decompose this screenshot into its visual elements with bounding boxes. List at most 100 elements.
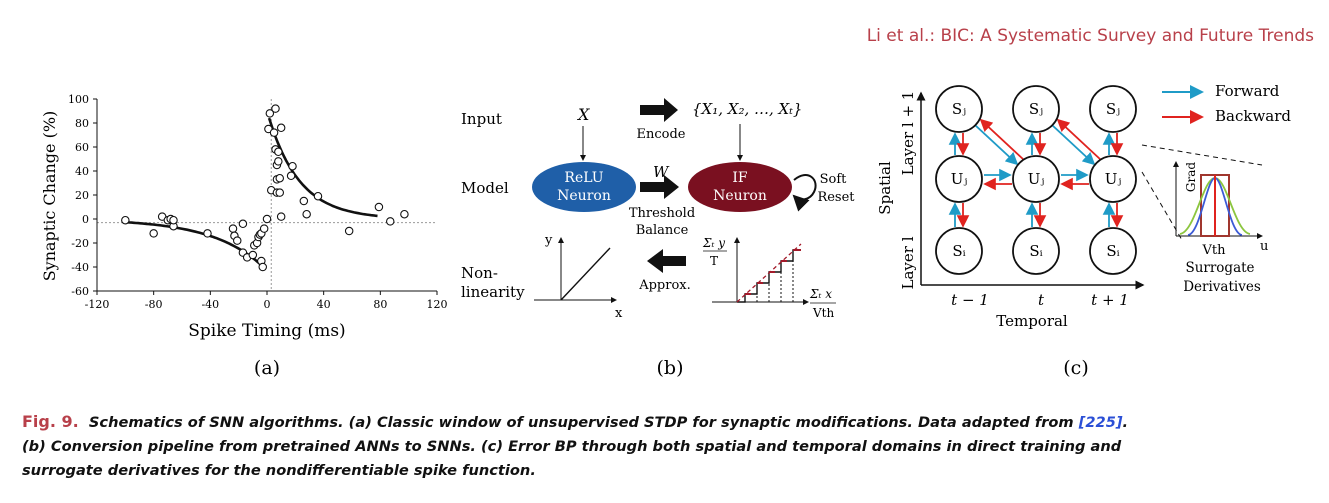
data-point: [271, 104, 280, 113]
row-model-label: Model: [461, 179, 509, 197]
threshold-label-2: Balance: [636, 223, 689, 238]
surrogate-label-1: Surrogate: [1185, 260, 1254, 276]
data-point: [302, 209, 311, 219]
data-point: [288, 161, 297, 171]
y-tick-label: -40: [71, 261, 89, 274]
relu-plot: y x: [534, 233, 623, 321]
legend-backward-label: Backward: [1215, 107, 1291, 125]
neuron-node-s-i: [1089, 227, 1137, 275]
x-tick-label: 80: [373, 298, 387, 311]
x-tick-label: -120: [85, 298, 110, 311]
y-axis-label: Synaptic Change (%): [40, 111, 59, 282]
data-point: [169, 215, 178, 225]
neuron-node-label: Sᵢ: [1029, 242, 1042, 260]
time-t-minus-1: t − 1: [951, 291, 989, 309]
data-point: [374, 202, 384, 212]
row-nonlin-label-1: Non-: [461, 264, 498, 282]
figure-number: Fig. 9.: [22, 412, 79, 431]
relu-x-label: x: [615, 306, 623, 321]
neuron-node-label: Uⱼ: [951, 170, 968, 188]
surrogate-label-2: Derivatives: [1183, 279, 1261, 295]
caption-text-4: surrogate derivatives for the nondiffere…: [22, 462, 536, 479]
data-point: [238, 219, 248, 229]
data-point: [269, 128, 279, 137]
vth-label: Vth: [1202, 243, 1227, 258]
step-x-num: Σₜ x: [809, 287, 832, 301]
x-axis-label: Spike Timing (ms): [188, 321, 345, 341]
temporal-label: Temporal: [996, 312, 1068, 330]
u-label: u: [1260, 239, 1268, 254]
data-point: [258, 262, 267, 272]
data-point: [248, 250, 258, 260]
ltp-fit-curve: [267, 117, 378, 218]
data-point: [262, 214, 272, 224]
ltd-fit-curve: [125, 220, 267, 271]
legend-forward-label: Forward: [1215, 82, 1280, 100]
neuron-node-label: Uⱼ: [1105, 170, 1122, 188]
relu-label-1: ReLU: [564, 170, 603, 186]
soft-reset-loop: [792, 174, 817, 212]
threshold-label-1: Threshold: [629, 206, 695, 221]
layer-top-label: Layer l + 1: [899, 91, 917, 176]
relu-neuron: [532, 162, 636, 212]
row-input-label: Input: [461, 110, 502, 128]
citation-link[interactable]: [225]: [1078, 414, 1123, 431]
if-label-1: IF: [732, 170, 748, 186]
data-point: [313, 191, 323, 201]
panel-b-label: (b): [657, 357, 684, 379]
data-point: [385, 217, 395, 226]
backward-arrow: [979, 118, 1025, 161]
grad-label: Grad: [1184, 162, 1198, 192]
data-point: [344, 226, 354, 236]
data-point: [274, 147, 283, 157]
panel-c-label: (c): [1063, 357, 1088, 379]
neuron-node-u-j: [935, 155, 983, 203]
layer-bottom-label: Layer l: [899, 236, 917, 289]
y-tick-label: 40: [75, 165, 89, 178]
spatial-label: Spatial: [876, 161, 894, 215]
neuron-node-s-j: [1012, 85, 1060, 133]
spike-sequence: {X₁, X₂, …, Xₜ}: [692, 100, 802, 118]
y-tick-label: 20: [75, 189, 89, 202]
data-point: [228, 224, 238, 233]
encode-arrow: [640, 98, 678, 122]
soft-reset-label-2: Reset: [817, 190, 855, 205]
if-label-2: Neuron: [713, 188, 767, 204]
data-point: [274, 157, 283, 166]
approx-label: Approx.: [638, 278, 691, 293]
time-t-plus-1: t + 1: [1091, 291, 1129, 309]
neuron-node-label: Sⱼ: [952, 100, 966, 118]
approx-arrow: [647, 249, 686, 273]
data-point: [276, 123, 286, 133]
x-tick-label: 120: [427, 298, 448, 311]
data-point: [400, 209, 409, 219]
if-neuron: [688, 162, 792, 212]
data-point: [203, 229, 212, 238]
relu-y-label: y: [544, 233, 553, 248]
x-symbol: X: [576, 105, 590, 124]
neuron-node-label: Sⱼ: [1029, 100, 1043, 118]
neuron-node-s-j: [935, 85, 983, 133]
relu-label-2: Neuron: [557, 188, 611, 204]
neuron-node-s-i: [1012, 227, 1060, 275]
data-point: [276, 212, 286, 221]
data-point: [121, 215, 130, 225]
running-title: Li et al.: BIC: A Systematic Survey and …: [866, 26, 1314, 46]
figure-caption: Fig. 9. Schematics of SNN algorithms. (a…: [22, 410, 1312, 483]
data-point: [233, 236, 242, 245]
y-tick-label: 60: [75, 141, 89, 154]
y-tick-label: 100: [68, 93, 89, 106]
x-tick-label: 40: [317, 298, 331, 311]
time-t: t: [1038, 291, 1045, 309]
bptt-diagram: Forward Backward Layer l + 1 Layer l Spa…: [876, 82, 1291, 379]
neuron-node-u-j: [1012, 155, 1060, 203]
forward-arrow: [1051, 124, 1096, 166]
step-x-den: Vth: [812, 306, 834, 320]
forward-arrow: [974, 124, 1019, 166]
soft-reset-label-1: Soft: [820, 172, 848, 187]
y-tick-label: 0: [82, 213, 89, 226]
neuron-node-label: Uⱼ: [1028, 170, 1045, 188]
y-tick-label: -20: [71, 237, 89, 250]
encode-label: Encode: [637, 127, 686, 142]
